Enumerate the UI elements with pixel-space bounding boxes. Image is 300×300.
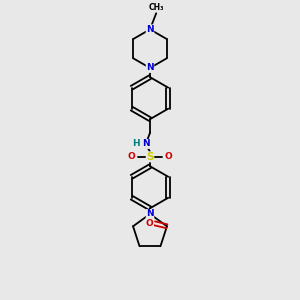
Text: O: O <box>164 152 172 161</box>
Text: O: O <box>128 152 136 161</box>
Text: O: O <box>146 219 154 228</box>
Text: S: S <box>146 152 154 162</box>
Text: H: H <box>132 140 140 148</box>
Text: N: N <box>146 209 154 218</box>
Text: N: N <box>146 25 154 34</box>
Text: N: N <box>142 140 150 148</box>
Text: N: N <box>146 64 154 73</box>
Text: CH₃: CH₃ <box>148 3 164 12</box>
